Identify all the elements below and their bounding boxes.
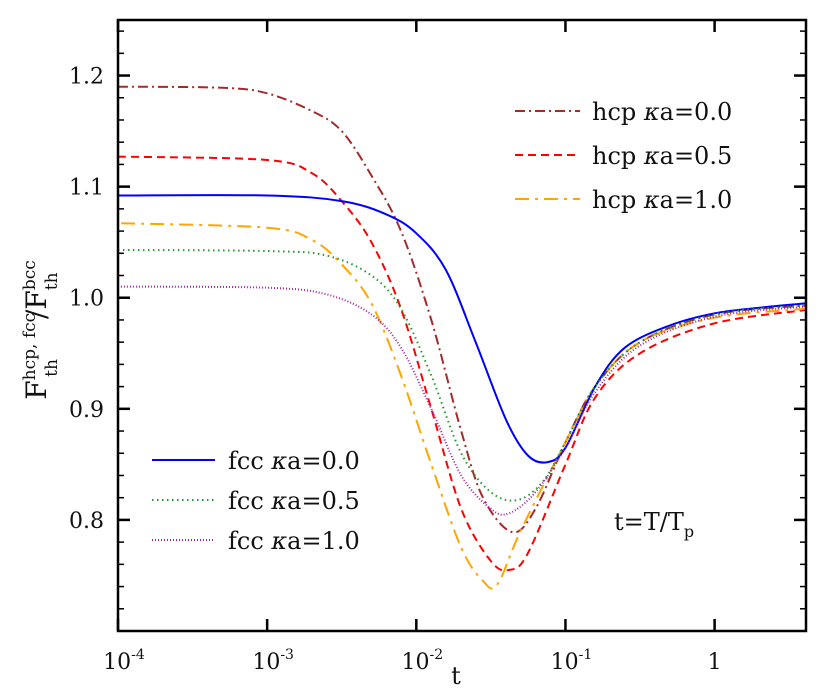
x-tick-base: 10 <box>551 650 579 675</box>
legend-label-kappa: κ <box>643 142 660 170</box>
legend-label-suffix: a=0.0 <box>660 98 733 126</box>
y-label-sup: hcp, fcc <box>20 313 40 381</box>
y-tick-label: 0.8 <box>69 509 104 534</box>
y-label-sup2: bcc <box>20 260 40 290</box>
x-tick-label: 10-3 <box>252 647 294 675</box>
x-tick-exponent: -1 <box>579 647 593 663</box>
legend-label-kappa: κ <box>270 487 287 515</box>
x-tick-exponent: -4 <box>131 647 145 663</box>
annotation: t=T/Tp <box>614 508 694 541</box>
axes: 0.80.91.01.11.210-4 10-3 10-2 10-1 1 <box>69 20 806 675</box>
x-tick-base: 10 <box>103 650 131 675</box>
plot-frame <box>116 18 808 633</box>
y-tick-label: 1.2 <box>69 65 104 90</box>
annotation-sub: p <box>684 522 694 541</box>
x-tick-label: 10-4 <box>103 647 145 675</box>
x-tick-base: 1 <box>708 650 722 675</box>
series-line-hcp-a-0.5 <box>117 155 807 572</box>
y-label-sub2: th <box>42 272 62 290</box>
legend-label-kappa: κ <box>643 186 660 214</box>
legend-label-prefix: fcc <box>228 447 271 475</box>
series-line-fcc-a-0.5 <box>117 249 807 502</box>
y-axis-label: Fhcp, fcc th/Fbcc th <box>20 260 62 400</box>
legend-label-suffix: a=1.0 <box>287 527 360 555</box>
legend-label: hcp κa=0.0 <box>592 98 732 126</box>
x-axis-label: t <box>451 662 461 690</box>
legend-label: fcc κa=0.5 <box>228 487 360 515</box>
legend-label: fcc κa=1.0 <box>228 527 360 555</box>
legend-label-suffix: a=0.5 <box>660 142 733 170</box>
legend-label-suffix: a=0.0 <box>287 447 360 475</box>
series-line-fcc-a-1.0 <box>117 285 807 516</box>
legend-label: fcc κa=0.0 <box>228 447 360 475</box>
legend-label-suffix: a=0.5 <box>287 487 360 515</box>
legend-label-suffix: a=1.0 <box>660 186 733 214</box>
x-tick-base: 10 <box>401 650 429 675</box>
y-label-sep: / <box>20 309 53 319</box>
legend-label: hcp κa=0.5 <box>592 142 732 170</box>
x-tick-label: 10-1 <box>551 647 593 675</box>
annotation-main: t=T/T <box>614 508 684 536</box>
legend-label-prefix: hcp <box>592 142 644 170</box>
x-tick-base: 10 <box>252 650 280 675</box>
y-label-f2: F <box>20 290 53 309</box>
x-tick-exponent: -2 <box>429 647 443 663</box>
curves <box>117 85 807 590</box>
series-line-hcp-a-1.0 <box>121 222 807 590</box>
y-tick-label: 1.0 <box>69 287 104 312</box>
legend-label-prefix: hcp <box>592 98 644 126</box>
x-tick-label: 10-2 <box>401 647 443 675</box>
legend-label-prefix: hcp <box>592 186 644 214</box>
legend-label: hcp κa=1.0 <box>592 186 732 214</box>
legend-label-prefix: fcc <box>228 487 271 515</box>
legend-label-kappa: κ <box>270 447 287 475</box>
legend-label-kappa: κ <box>270 527 287 555</box>
x-tick-label: 1 <box>708 650 722 675</box>
y-label-f: F <box>20 380 53 399</box>
series-line-fcc-a-0.0 <box>117 194 807 464</box>
y-label-sub: th <box>42 359 62 377</box>
legend-label-kappa: κ <box>643 98 660 126</box>
y-tick-label: 1.1 <box>69 176 104 201</box>
legend-label-prefix: fcc <box>228 527 271 555</box>
y-tick-label: 0.9 <box>69 398 104 423</box>
x-tick-exponent: -3 <box>280 647 294 663</box>
